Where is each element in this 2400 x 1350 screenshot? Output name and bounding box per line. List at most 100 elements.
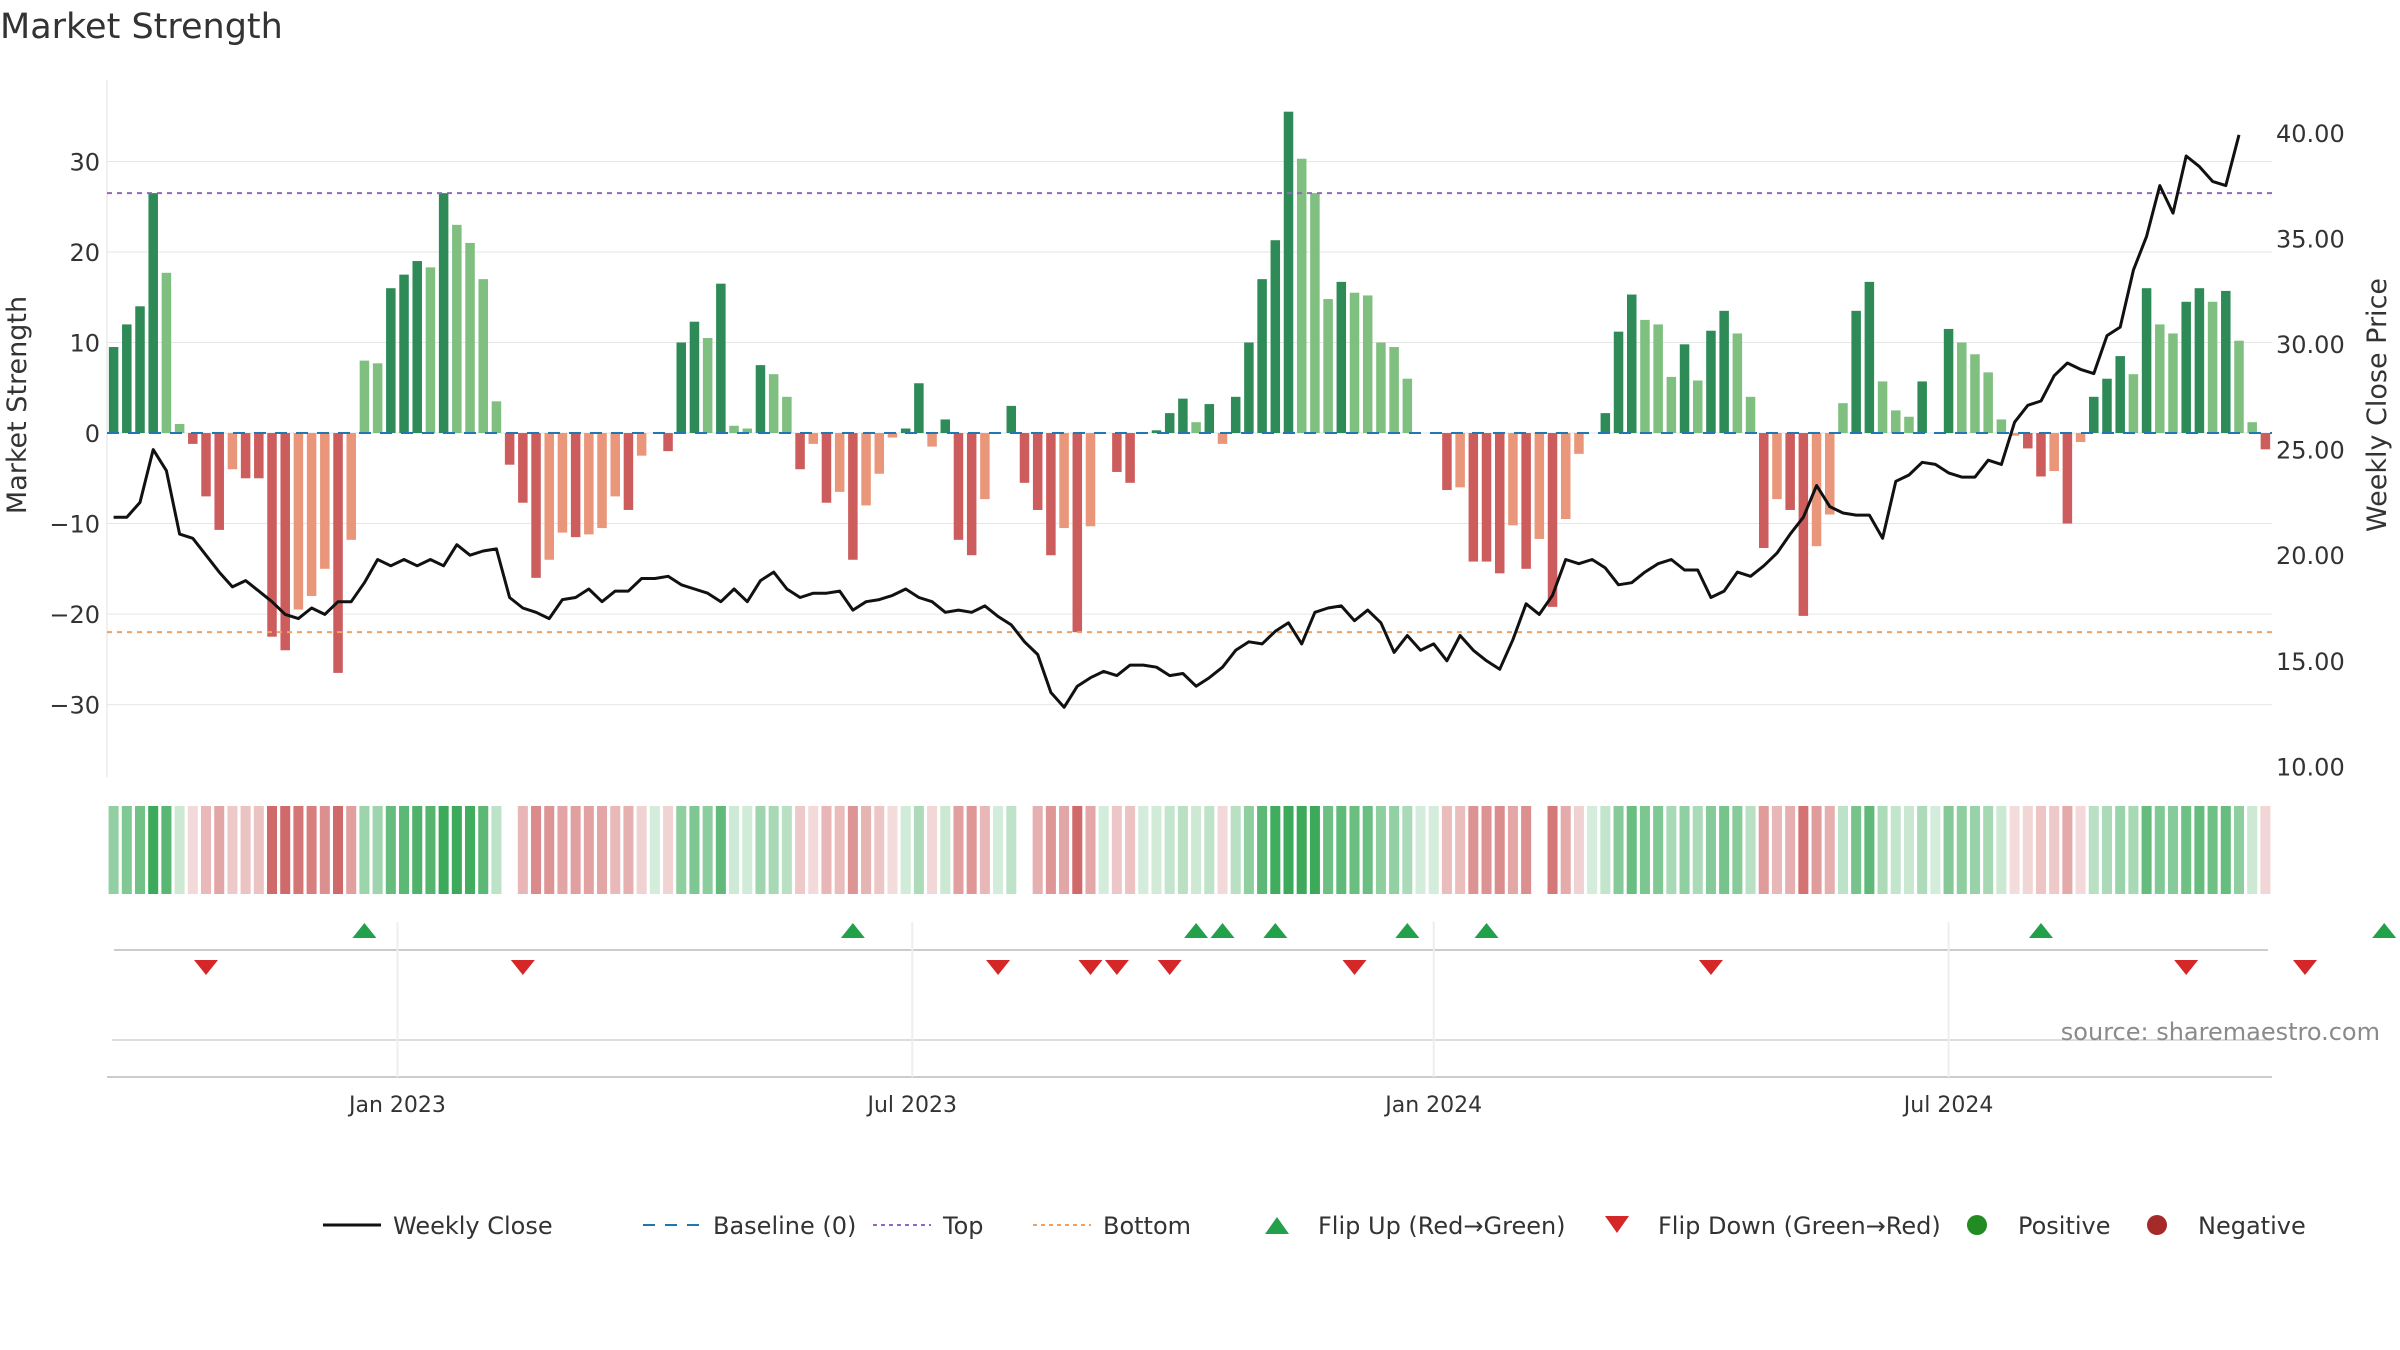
strength-bar <box>689 321 700 434</box>
strength-bar <box>597 433 607 529</box>
heat-cell <box>1349 806 1360 894</box>
heat-cell <box>847 806 858 894</box>
strength-bar <box>1362 295 1373 434</box>
heat-cell <box>1811 806 1822 894</box>
strength-bar <box>1164 413 1175 434</box>
strength-bar <box>425 267 436 434</box>
strength-bar <box>1019 433 1030 483</box>
left-y-tick-label: 0 <box>85 420 100 448</box>
flip-up-marker <box>840 923 865 938</box>
strength-bar <box>1785 433 1795 510</box>
strength-bar <box>1745 396 1756 434</box>
heat-cell <box>2101 806 2113 894</box>
strength-bar <box>755 365 766 434</box>
strength-bar <box>2155 324 2165 434</box>
heat-cell <box>729 806 740 894</box>
heat-cell <box>200 806 212 894</box>
strength-bar <box>570 433 581 538</box>
strength-bar <box>1798 433 1809 616</box>
strength-bar <box>1442 433 1452 491</box>
strength-bar <box>1706 330 1716 434</box>
strength-bar <box>254 433 264 479</box>
flip-down-marker <box>2174 960 2199 975</box>
heat-cell <box>1983 806 1994 894</box>
strength-bar <box>1825 433 1835 515</box>
strength-bar <box>2036 433 2046 477</box>
heat-cell <box>1270 806 1281 894</box>
heat-cell <box>1547 806 1558 894</box>
heat-cell <box>623 806 634 894</box>
strength-bar <box>1957 342 1967 434</box>
strength-bar <box>1376 342 1386 434</box>
heat-cell <box>808 806 819 894</box>
right-y-tick-label: 15.00 <box>2276 648 2345 676</box>
heat-cell <box>1837 806 1848 894</box>
strength-bar <box>1336 281 1347 434</box>
legend-item: Positive <box>1967 1212 2111 1240</box>
strength-bar <box>1996 419 2007 434</box>
strength-bar <box>2260 433 2271 450</box>
heat-cell <box>1441 806 1452 894</box>
left-y-tick-label: −10 <box>49 511 100 539</box>
strength-bar <box>1296 158 1307 434</box>
strength-bar <box>953 433 964 540</box>
heat-cell <box>359 806 370 894</box>
strength-bar <box>2247 422 2257 434</box>
heat-cell <box>1639 806 1650 894</box>
strength-bar <box>1046 433 1056 556</box>
strength-bar <box>1072 433 1083 633</box>
heat-cell <box>280 806 291 894</box>
strength-bar <box>135 306 145 434</box>
heat-cell <box>1072 806 1083 894</box>
strength-bar <box>518 433 528 503</box>
heat-cell <box>1494 806 1505 894</box>
strength-bar <box>1904 416 1914 434</box>
strength-bar <box>1402 378 1413 434</box>
strength-bar <box>716 283 726 434</box>
heat-cell <box>557 806 568 894</box>
strength-bar <box>1864 281 1875 434</box>
strength-bar <box>438 193 449 434</box>
legend-circle-swatch <box>1967 1215 1987 1235</box>
heat-cell <box>2181 806 2192 894</box>
strength-bar <box>1719 310 1729 434</box>
legend-item: Weekly Close <box>323 1212 553 1240</box>
heat-cell <box>1877 806 1888 894</box>
strength-bar <box>227 433 238 470</box>
strength-bar <box>320 433 330 569</box>
heat-cell <box>1745 806 1756 894</box>
heat-cell <box>2194 806 2205 894</box>
flip-down-marker <box>1698 960 1723 975</box>
heat-cell <box>1362 806 1373 894</box>
heat-cell <box>134 806 146 894</box>
strength-bar <box>1283 111 1294 434</box>
strength-bar <box>557 433 568 533</box>
heat-cell <box>1903 806 1914 894</box>
heat-cell <box>1771 806 1782 894</box>
strength-bar <box>980 433 990 500</box>
strength-bar <box>1772 433 1782 500</box>
strength-bar <box>623 433 634 510</box>
left-y-tick-label: −20 <box>49 601 100 629</box>
heat-cell <box>1045 806 1056 894</box>
heat-cell <box>465 806 476 894</box>
strength-bar <box>1178 398 1188 434</box>
heat-strip <box>108 806 2271 894</box>
strength-bar <box>2128 374 2139 434</box>
strength-bar <box>887 433 898 438</box>
heat-cell <box>570 806 581 894</box>
strength-bar <box>1877 381 1888 434</box>
flip-down-marker <box>510 960 535 975</box>
legend: Weekly Close Baseline (0) Top Bottom Flip Up… <box>323 1212 2306 1240</box>
heat-cell <box>1085 806 1096 894</box>
heat-cell <box>2128 806 2139 894</box>
heat-cell <box>742 806 753 894</box>
strength-bar <box>1666 376 1677 434</box>
heat-cell <box>1917 806 1928 894</box>
strength-bar <box>2141 288 2152 434</box>
strength-bar <box>1547 433 1558 607</box>
strength-bar <box>834 433 845 492</box>
heat-cell <box>861 806 872 894</box>
strength-bar <box>148 193 158 434</box>
